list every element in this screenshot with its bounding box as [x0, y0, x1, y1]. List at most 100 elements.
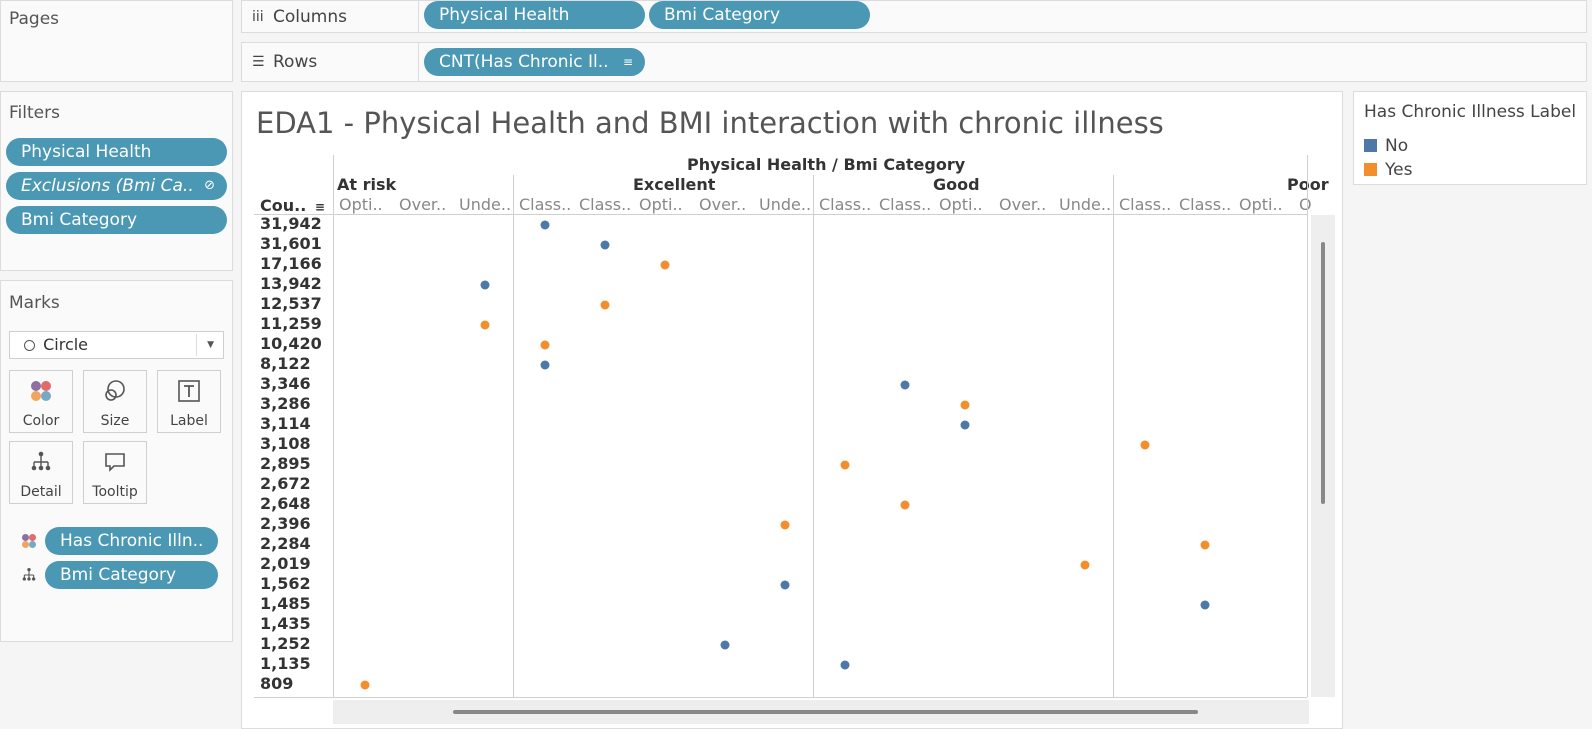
filter-pill-exclusions-label: Exclusions (Bmi Ca.. [21, 176, 194, 196]
data-point-no[interactable] [840, 660, 850, 670]
color-card-label: Color [22, 413, 60, 429]
data-point-yes[interactable] [540, 340, 550, 350]
bottom-rule [254, 697, 1307, 698]
y-tick-label: 2,396 [260, 514, 311, 533]
legend-item-no[interactable]: No [1364, 136, 1408, 156]
axis-left-border [333, 155, 334, 697]
size-card[interactable]: Size [83, 370, 147, 433]
detail-icon [31, 451, 51, 471]
vertical-scrollbar[interactable] [1311, 215, 1335, 697]
y-tick-label: 10,420 [260, 334, 322, 353]
sub-header: Class.. [519, 195, 572, 214]
sub-header: Class.. [819, 195, 872, 214]
marks-pill-has-chronic-illness[interactable]: Has Chronic Illn.. [45, 527, 218, 555]
rows-pill-label: CNT(Has Chronic Il.. [439, 52, 609, 72]
y-tick-label: 3,114 [260, 414, 311, 433]
circle-icon [24, 340, 35, 351]
filter-pill-exclusions[interactable]: Exclusions (Bmi Ca.. ⊘ [6, 172, 227, 200]
data-point-yes[interactable] [1080, 560, 1090, 570]
data-point-no[interactable] [900, 380, 910, 390]
color-card[interactable]: Color [9, 370, 73, 433]
pages-panel: Pages [0, 0, 233, 82]
size-card-label: Size [100, 413, 130, 429]
data-point-yes[interactable] [480, 320, 490, 330]
mark-type-dropdown[interactable]: Circle ▼ [9, 331, 224, 359]
data-point-no[interactable] [720, 640, 730, 650]
rows-pill-cnt-chronic-illness[interactable]: CNT(Has Chronic Il.. ≡ [424, 48, 645, 76]
sort-icon: ≡ [622, 55, 633, 69]
y-tick-label: 31,601 [260, 234, 322, 253]
y-axis-header-label: Cou.. [260, 196, 307, 215]
y-tick-label: 1,435 [260, 614, 311, 633]
data-point-no[interactable] [600, 240, 610, 250]
y-tick-label: 31,942 [260, 214, 322, 233]
y-tick-label: 17,166 [260, 254, 322, 273]
sub-header: Unde.. [759, 195, 812, 214]
legend-label-yes: Yes [1385, 160, 1413, 180]
filters-panel: Filters Physical Health Exclusions (Bmi … [0, 91, 233, 271]
y-tick-label: 1,562 [260, 574, 311, 593]
data-point-yes[interactable] [600, 300, 610, 310]
tooltip-card[interactable]: Tooltip [83, 441, 147, 504]
columns-pill-bmi-category[interactable]: Bmi Category [649, 1, 870, 29]
legend-title: Has Chronic Illness Label [1364, 102, 1577, 122]
group-header-excellent: Excellent [633, 175, 716, 194]
y-tick-label: 12,537 [260, 294, 322, 313]
column-header: Physical Health / Bmi Category [687, 155, 966, 174]
data-point-no[interactable] [480, 280, 490, 290]
header-rule [254, 214, 1307, 215]
data-point-yes[interactable] [1200, 540, 1210, 550]
sub-header: Opti.. [1239, 195, 1283, 214]
vertical-scrollbar-thumb[interactable] [1321, 242, 1325, 504]
legend-label-no: No [1385, 136, 1409, 156]
mark-type-label: Circle [43, 335, 89, 354]
legend-item-yes[interactable]: Yes [1364, 160, 1412, 180]
horizontal-scrollbar-thumb[interactable] [453, 710, 1198, 714]
horizontal-scrollbar[interactable] [333, 700, 1309, 724]
data-point-no[interactable] [1200, 600, 1210, 610]
columns-shelf-label: iii Columns [242, 1, 419, 32]
detail-card-label: Detail [20, 484, 62, 500]
y-tick-label: 2,895 [260, 454, 311, 473]
rows-icon: ☰ [252, 54, 265, 70]
sub-header: Class.. [1119, 195, 1172, 214]
data-point-no[interactable] [540, 220, 550, 230]
data-point-yes[interactable] [960, 400, 970, 410]
data-point-yes[interactable] [900, 500, 910, 510]
color-encoding-icon [22, 534, 36, 548]
sub-header: Over.. [399, 195, 447, 214]
columns-label: Columns [273, 6, 347, 27]
y-tick-label: 13,942 [260, 274, 322, 293]
viz-title: EDA1 - Physical Health and BMI interacti… [256, 106, 1164, 140]
filter-pill-physical-health[interactable]: Physical Health [6, 138, 227, 166]
data-point-yes[interactable] [360, 680, 370, 690]
group-header-good: Good [933, 175, 980, 194]
sub-header: Over.. [699, 195, 747, 214]
data-point-yes[interactable] [780, 520, 790, 530]
scatter-plot[interactable] [333, 215, 1307, 697]
data-point-no[interactable] [540, 360, 550, 370]
y-tick-label: 2,284 [260, 534, 311, 553]
data-point-no[interactable] [960, 420, 970, 430]
columns-pill-physical-health[interactable]: Physical Health [424, 1, 645, 29]
legend-swatch-no [1364, 139, 1377, 152]
data-point-no[interactable] [780, 580, 790, 590]
y-tick-label: 8,122 [260, 354, 311, 373]
size-icon [105, 380, 125, 401]
exclusion-icon: ⊘ [204, 178, 215, 193]
color-legend: Has Chronic Illness Label No Yes [1353, 91, 1587, 185]
label-card[interactable]: Label [157, 370, 221, 433]
data-point-yes[interactable] [660, 260, 670, 270]
marks-pill-bmi-category[interactable]: Bmi Category [45, 561, 218, 589]
filter-pill-bmi-category[interactable]: Bmi Category [6, 206, 227, 234]
sub-header: Opti.. [339, 195, 383, 214]
sort-descending-icon: ≡ [314, 200, 325, 214]
y-tick-label: 3,346 [260, 374, 311, 393]
dropdown-divider [196, 334, 197, 356]
data-point-yes[interactable] [1140, 440, 1150, 450]
y-axis-header[interactable]: Cou.. ≡ [260, 196, 325, 215]
data-point-yes[interactable] [840, 460, 850, 470]
detail-encoding-icon [22, 568, 36, 581]
detail-card[interactable]: Detail [9, 441, 73, 504]
y-tick-label: 2,672 [260, 474, 311, 493]
